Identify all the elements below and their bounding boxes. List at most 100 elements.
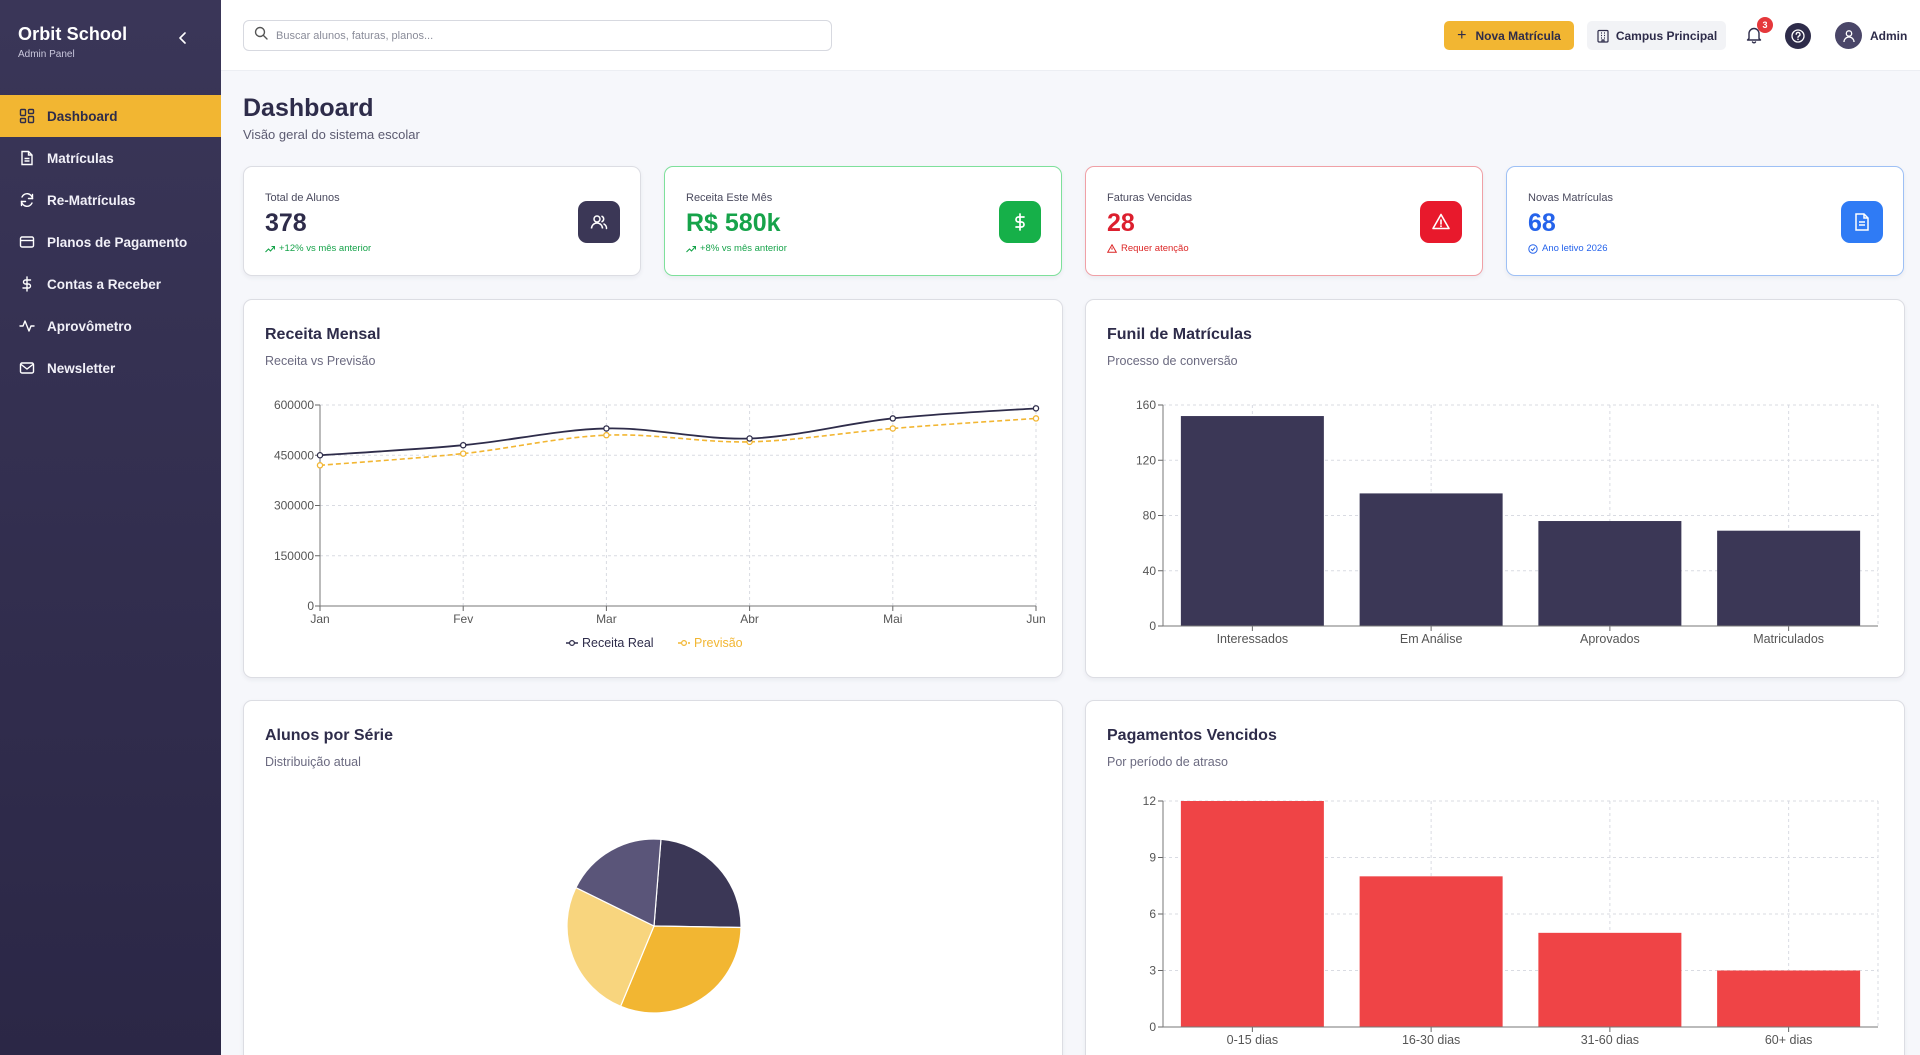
kpi-note-text: +12% vs mês anterior: [279, 243, 372, 254]
overdue-bar-chart: 0 3 6 9 12 0-15 dias 16-30 dias 31-60 dias 60+ d…: [1143, 794, 1879, 1047]
data-point: [316, 462, 324, 469]
x-tick-label: Jun: [1026, 612, 1045, 626]
user-icon: [1842, 29, 1855, 42]
card-title: Receita Mensal: [265, 326, 381, 343]
x-tick-label: Jan: [310, 612, 329, 626]
kpi-note-text: Requer atenção: [1121, 243, 1189, 254]
x-tick-label: 60+ dias: [1765, 1033, 1813, 1047]
y-tick-label: 0: [1149, 619, 1156, 633]
bar: [1180, 801, 1324, 1027]
kpi-value: 378: [265, 209, 307, 237]
overdue-chart-card: Pagamentos Vencidos Por período de atras…: [1085, 700, 1905, 1055]
sidebar-item-dashboard[interactable]: Dashboard: [0, 95, 221, 137]
new-enrollment-button[interactable]: + Nova Matrícula: [1444, 21, 1574, 50]
trending-up-icon: [686, 245, 696, 253]
x-tick-label: 16-30 dias: [1402, 1033, 1460, 1047]
y-tick-label: 12: [1143, 794, 1157, 808]
y-tick-label: 150000: [274, 549, 314, 563]
sidebar-item-rematriculas[interactable]: Re-Matrículas: [0, 179, 221, 221]
data-point: [603, 431, 610, 439]
avatar: [1835, 22, 1862, 49]
document-icon: [1841, 201, 1883, 243]
card-subtitle: Processo de conversão: [1107, 354, 1238, 368]
legend-label: Previsão: [694, 636, 743, 650]
brand-subtitle: Admin Panel: [18, 49, 75, 60]
kpi-card-novas-matriculas: Novas Matrículas 68 Ano letivo 2026: [1506, 166, 1904, 276]
campus-selector-button[interactable]: Campus Principal: [1587, 21, 1726, 50]
kpi-note: Requer atenção: [1107, 243, 1189, 254]
card-subtitle: Por período de atraso: [1107, 755, 1228, 769]
bell-icon: [1746, 27, 1762, 44]
user-menu[interactable]: Admin: [1835, 22, 1907, 49]
sidebar-item-contas-receber[interactable]: Contas a Receber: [0, 263, 221, 305]
y-tick-label: 6: [1149, 907, 1156, 921]
alert-icon: [1420, 201, 1462, 243]
mail-icon: [18, 359, 36, 377]
series-line: [319, 417, 1037, 467]
kpi-card-total-alunos: Total de Alunos 378 +12% vs mês anterior: [243, 166, 641, 276]
kpi-card-faturas-vencidas: Faturas Vencidas 28 Requer atenção: [1085, 166, 1483, 276]
y-tick-label: 80: [1143, 509, 1157, 523]
legend-marker: [569, 640, 576, 647]
kpi-label: Receita Este Mês: [686, 192, 773, 204]
x-tick-label: Em Análise: [1400, 632, 1463, 646]
help-icon: [1791, 29, 1805, 43]
activity-icon: [18, 317, 36, 335]
y-tick-label: 120: [1136, 453, 1156, 467]
bar: [1359, 876, 1503, 1027]
bar: [1538, 521, 1682, 626]
funnel-bar-chart: 0 40 80 120 160 Interessados Em Análise Aprovad…: [1136, 398, 1879, 646]
brand-title: Orbit School: [18, 24, 128, 44]
card-subtitle: Distribuição atual: [265, 755, 361, 769]
x-tick-label: Aprovados: [1580, 632, 1640, 646]
data-point: [889, 425, 897, 432]
pie-slice: [653, 838, 742, 929]
y-tick-label: 600000: [274, 398, 314, 412]
y-tick-label: 9: [1149, 851, 1156, 865]
collapse-sidebar-button[interactable]: [175, 30, 191, 46]
data-point: [316, 451, 324, 459]
card-title: Alunos por Série: [265, 727, 394, 744]
sidebar-item-planos-pagamento[interactable]: Planos de Pagamento: [0, 221, 221, 263]
series-line: [319, 407, 1037, 457]
data-point: [1032, 405, 1040, 412]
help-button[interactable]: [1785, 23, 1811, 49]
search-icon: [254, 26, 268, 45]
dollar-icon: [999, 201, 1041, 243]
bar: [1538, 932, 1682, 1027]
refresh-icon: [18, 191, 36, 209]
kpi-value: 28: [1107, 209, 1135, 237]
brand: Orbit School Admin Panel: [0, 0, 221, 95]
bar: [1717, 530, 1861, 626]
x-tick-label: Abr: [740, 612, 759, 626]
bar: [1359, 493, 1503, 626]
sidebar-nav: Dashboard Matrículas Re-Matrículas Plano…: [0, 95, 221, 389]
page-title: Dashboard: [243, 94, 374, 122]
search-box[interactable]: [243, 20, 832, 51]
trending-up-icon: [265, 245, 275, 253]
data-point: [889, 415, 897, 422]
warning-icon: [1107, 244, 1117, 253]
page-subtitle: Visão geral do sistema escolar: [243, 127, 420, 142]
sidebar-item-label: Newsletter: [47, 360, 116, 376]
notifications-button[interactable]: [1745, 26, 1763, 44]
document-icon: [18, 149, 36, 167]
kpi-note: Ano letivo 2026: [1528, 243, 1608, 254]
sidebar-item-aprovometro[interactable]: Aprovômetro: [0, 305, 221, 347]
plus-icon: +: [1457, 26, 1467, 44]
credit-card-icon: [18, 233, 36, 251]
card-title: Pagamentos Vencidos: [1107, 727, 1277, 744]
search-input[interactable]: [276, 29, 816, 42]
pie-slice: [575, 838, 662, 927]
chevron-left-icon: [179, 32, 186, 44]
topbar: + Nova Matrícula Campus Principal 3 Admi…: [221, 0, 1920, 71]
y-tick-label: 160: [1136, 398, 1156, 412]
sidebar-item-matriculas[interactable]: Matrículas: [0, 137, 221, 179]
kpi-label: Novas Matrículas: [1528, 192, 1613, 204]
pie-slice: [619, 925, 742, 1014]
sidebar-item-newsletter[interactable]: Newsletter: [0, 347, 221, 389]
grades-pie-chart: [566, 838, 742, 1014]
legend-marker: [681, 640, 688, 647]
pie-slice: [566, 886, 655, 1008]
y-tick-label: 3: [1149, 964, 1156, 978]
